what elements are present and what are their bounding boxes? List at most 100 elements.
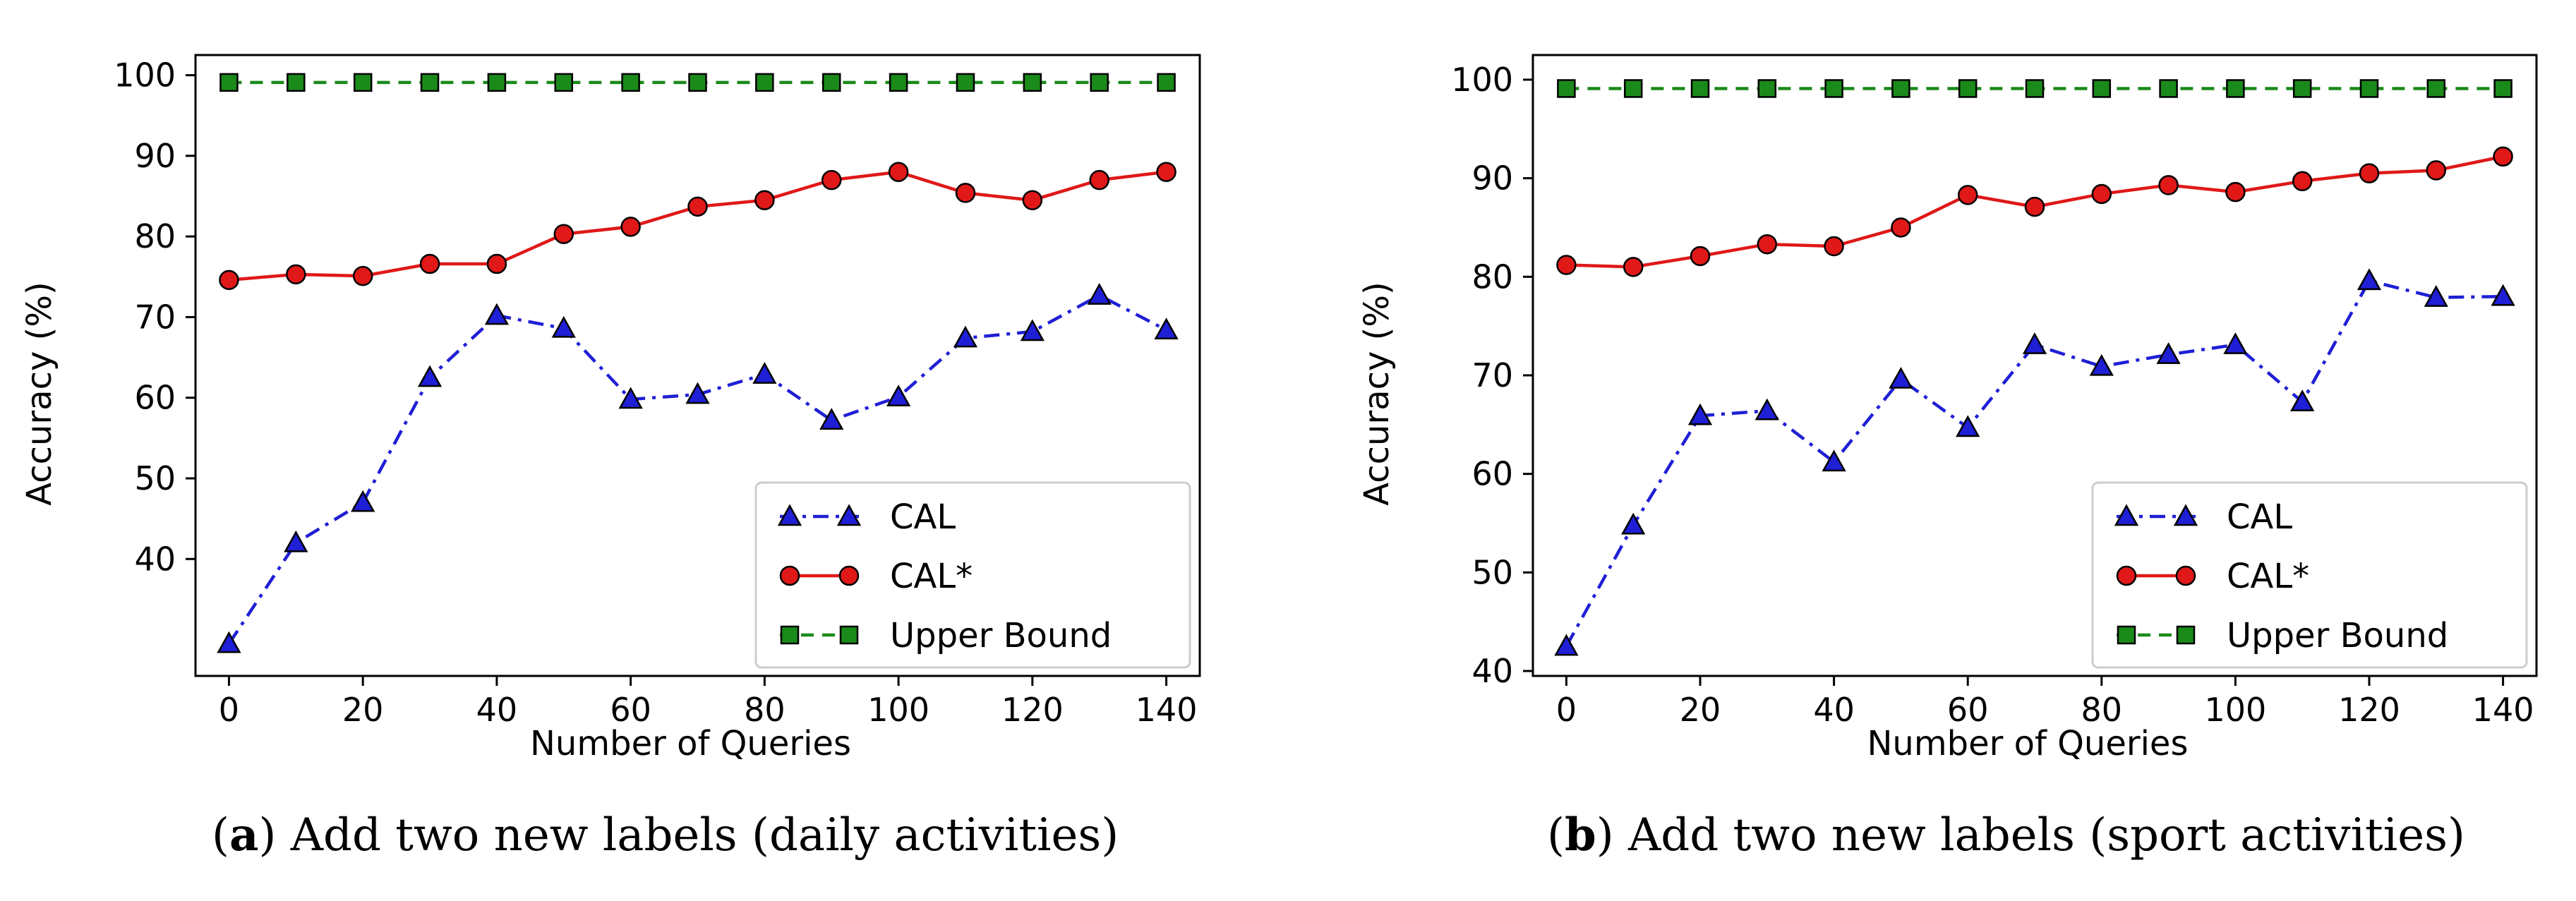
data-point xyxy=(821,73,841,92)
x-tick-label: 20 xyxy=(1680,691,1721,729)
data-point xyxy=(1623,79,1643,98)
data-point xyxy=(219,270,239,291)
data-point xyxy=(1090,73,1109,92)
y-axis-label: Accuracy (%) xyxy=(20,282,59,505)
data-point xyxy=(1554,634,1579,656)
data-point xyxy=(2223,332,2248,354)
legend-label: Upper Bound xyxy=(890,616,1112,655)
legend-marker xyxy=(2173,504,2198,526)
data-point xyxy=(1824,236,1844,257)
y-tick-label: 80 xyxy=(1471,258,1513,296)
legend-marker xyxy=(2117,625,2136,645)
data-point xyxy=(2225,181,2246,202)
data-point xyxy=(1156,162,1176,182)
data-point xyxy=(554,73,574,92)
figure-caption: (b) Add two new labels (sport activities… xyxy=(1547,809,2465,861)
data-point xyxy=(2426,79,2446,98)
data-point xyxy=(755,73,774,92)
data-point xyxy=(1690,246,1711,267)
data-point xyxy=(419,253,440,274)
y-tick-label: 90 xyxy=(134,137,176,175)
legend-marker xyxy=(777,504,802,526)
caption-paren: ( xyxy=(1547,809,1565,861)
data-point xyxy=(2292,79,2312,98)
data-point xyxy=(1958,79,1978,98)
legend-label: Upper Bound xyxy=(2227,616,2448,655)
x-axis-label: Number of Queries xyxy=(1867,724,2189,763)
data-point xyxy=(955,183,976,203)
data-point xyxy=(219,73,239,92)
data-point xyxy=(2024,196,2045,217)
data-point xyxy=(2493,79,2512,98)
legend-label: CAL xyxy=(890,497,956,537)
data-point xyxy=(2156,342,2181,364)
data-point xyxy=(2493,146,2513,167)
x-tick-label: 40 xyxy=(1813,691,1855,729)
y-tick-label: 80 xyxy=(134,217,176,255)
data-point xyxy=(620,217,641,237)
data-point xyxy=(1087,282,1112,305)
y-tick-label: 50 xyxy=(134,459,176,497)
y-tick-label: 90 xyxy=(1471,159,1513,198)
figure-caption: (a) Add two new labels (daily activities… xyxy=(212,809,1119,861)
caption-paren: ( xyxy=(212,809,229,861)
y-tick-label: 60 xyxy=(134,379,176,417)
x-tick-label: 140 xyxy=(2472,691,2534,729)
data-point xyxy=(1020,319,1045,341)
data-point xyxy=(2159,79,2178,98)
x-tick-label: 0 xyxy=(219,691,239,729)
plot-frame xyxy=(194,54,1201,677)
data-point xyxy=(1957,185,1978,205)
data-point xyxy=(621,73,640,92)
data-point xyxy=(888,162,909,182)
x-axis-label: Number of Queries xyxy=(530,724,851,763)
data-point xyxy=(1023,73,1042,92)
y-tick-label: 100 xyxy=(114,56,176,95)
x-tick-label: 140 xyxy=(1136,691,1198,729)
legend-label: CAL xyxy=(2227,497,2292,537)
data-point xyxy=(752,361,777,384)
data-point xyxy=(2491,284,2515,306)
caption-paren: ) xyxy=(258,809,290,861)
data-point xyxy=(1022,190,1043,210)
legend-marker xyxy=(839,625,859,645)
legend-marker xyxy=(2175,565,2196,586)
legend-marker xyxy=(2114,504,2139,526)
x-tick-label: 0 xyxy=(1556,691,1577,729)
series-line-cal- xyxy=(229,170,1167,282)
data-point xyxy=(2424,285,2448,307)
data-point xyxy=(1755,398,1779,421)
data-point xyxy=(217,631,241,653)
data-point xyxy=(1690,79,1710,98)
data-point xyxy=(353,73,373,92)
data-point xyxy=(1824,79,1843,98)
data-point xyxy=(351,490,375,512)
chart-sport-activities: 0 20 40 60 80 100 120 140 40 50 60 70 80 90 100 Number … xyxy=(1357,54,2538,861)
data-point xyxy=(551,315,576,338)
x-tick-label: 120 xyxy=(1001,691,1064,729)
legend-marker xyxy=(2176,625,2196,645)
y-tick-label: 40 xyxy=(134,540,176,578)
data-point xyxy=(553,224,574,244)
data-point xyxy=(819,408,844,430)
data-point xyxy=(2092,79,2112,98)
data-point xyxy=(821,169,842,191)
y-axis-label: Accuracy (%) xyxy=(1357,282,1397,505)
legend-marker xyxy=(836,504,862,526)
x-tick-label: 60 xyxy=(610,691,651,729)
data-point xyxy=(2292,171,2313,192)
data-point xyxy=(1822,449,1846,472)
caption-text: Add two new labels (sport activities) xyxy=(1627,809,2465,861)
caption-paren: ) xyxy=(1596,809,1628,861)
data-point xyxy=(2022,332,2047,354)
x-tick-label: 60 xyxy=(1947,691,1989,729)
x-tick-label: 100 xyxy=(867,691,929,729)
plot-frame xyxy=(1531,54,2538,677)
x-tick-label: 80 xyxy=(2081,691,2123,729)
data-point xyxy=(886,384,911,406)
legend-marker xyxy=(779,565,800,586)
data-point xyxy=(1956,415,1980,437)
data-point xyxy=(417,365,443,387)
chart-daily-activities: 0 20 40 60 80 100 120 140 40 50 60 70 80 90 100 Number … xyxy=(20,54,1201,861)
